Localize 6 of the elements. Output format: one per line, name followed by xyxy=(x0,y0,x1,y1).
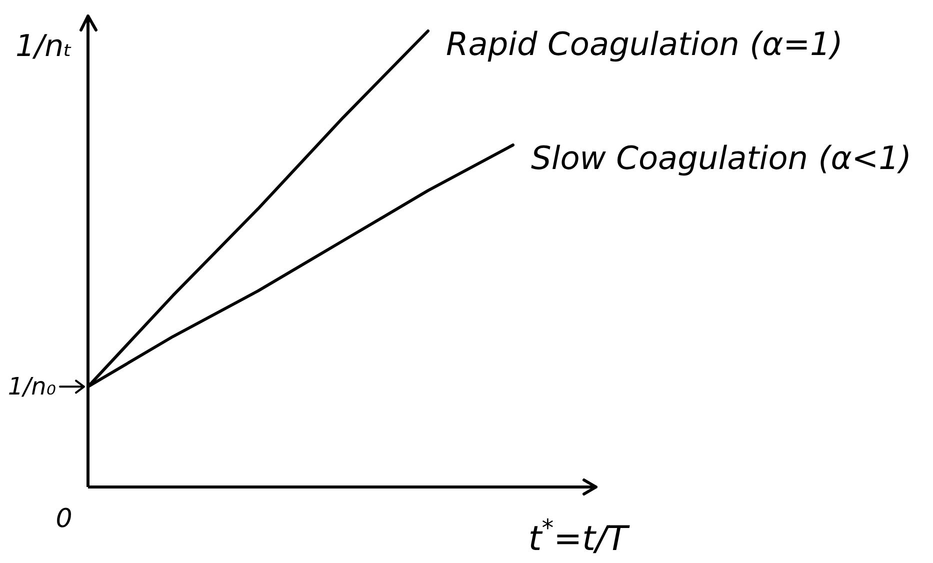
series-label: Slow Coagulation (α<1) xyxy=(531,139,912,177)
y-axis-title: 1/nₜ xyxy=(15,29,73,64)
series-label: Rapid Coagulation (α=1) xyxy=(446,25,843,63)
x-axis-title: t$^{*}$=t/T xyxy=(528,514,630,559)
text: 1/n₀ xyxy=(8,372,56,401)
text: 0 xyxy=(56,504,72,534)
